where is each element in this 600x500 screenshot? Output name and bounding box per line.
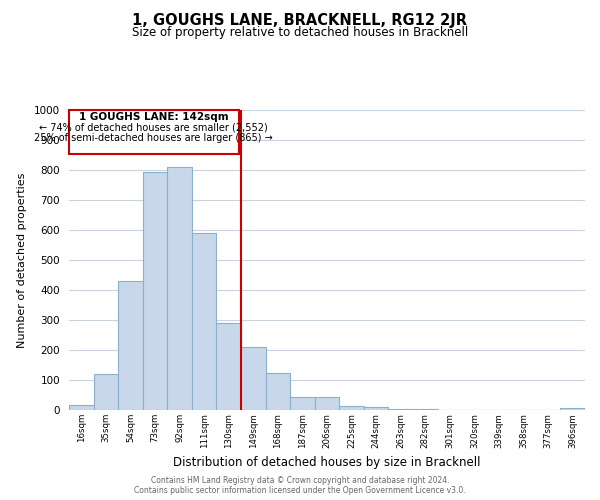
Text: Contains HM Land Registry data © Crown copyright and database right 2024.: Contains HM Land Registry data © Crown c… [151,476,449,485]
Bar [413,409,437,410]
Bar [217,323,241,410]
Text: 1 GOUGHS LANE: 142sqm: 1 GOUGHS LANE: 142sqm [79,112,229,122]
Bar [167,167,192,410]
Bar [560,408,585,410]
Bar [94,374,118,410]
Bar [69,404,94,410]
Bar [118,281,143,410]
Text: ← 74% of detached houses are smaller (2,552): ← 74% of detached houses are smaller (2,… [40,122,268,132]
Text: 25% of semi-detached houses are larger (865) →: 25% of semi-detached houses are larger (… [34,132,273,142]
Bar [241,347,266,410]
FancyBboxPatch shape [69,110,239,154]
Bar [388,408,413,410]
Bar [143,172,167,410]
Bar [339,406,364,410]
Bar [364,407,388,410]
Bar [290,398,315,410]
Text: 1, GOUGHS LANE, BRACKNELL, RG12 2JR: 1, GOUGHS LANE, BRACKNELL, RG12 2JR [133,12,467,28]
Bar [266,372,290,410]
Bar [315,398,339,410]
Text: Size of property relative to detached houses in Bracknell: Size of property relative to detached ho… [132,26,468,39]
Text: Contains public sector information licensed under the Open Government Licence v3: Contains public sector information licen… [134,486,466,495]
Y-axis label: Number of detached properties: Number of detached properties [17,172,27,348]
Bar [192,233,217,410]
X-axis label: Distribution of detached houses by size in Bracknell: Distribution of detached houses by size … [173,456,481,469]
